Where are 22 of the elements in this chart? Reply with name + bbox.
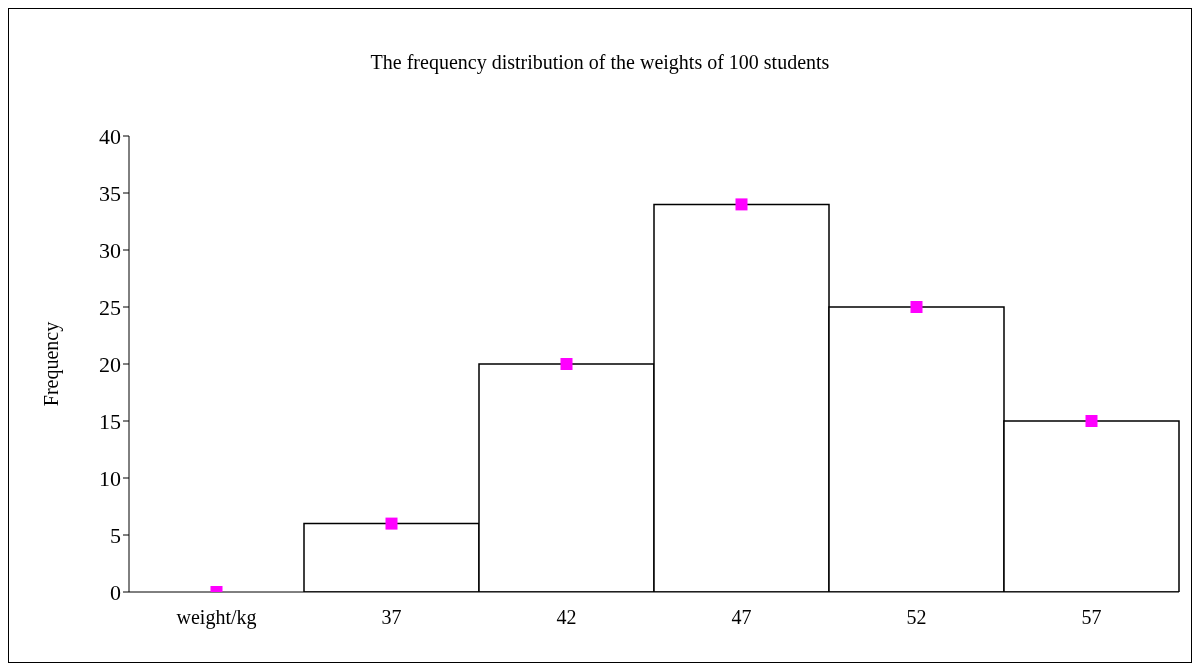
x-tick-label: 42 xyxy=(556,606,577,629)
y-tick-label: 5 xyxy=(110,522,121,548)
y-tick-label: 35 xyxy=(99,180,121,206)
y-axis-title: Frequency xyxy=(40,321,64,407)
point xyxy=(385,517,398,530)
y-tick-label: 15 xyxy=(99,408,121,434)
y-tick-label: 0 xyxy=(110,579,121,605)
y-tick-label: 25 xyxy=(99,294,121,320)
y-tick-label: 40 xyxy=(99,123,121,149)
y-tick-label: 10 xyxy=(99,465,121,491)
point xyxy=(1085,415,1098,427)
x-tick-label: 52 xyxy=(906,606,927,629)
point xyxy=(735,198,748,211)
y-tick-label: 20 xyxy=(99,351,121,377)
x-tick-label: 37 xyxy=(381,606,402,629)
y-tick-label: 30 xyxy=(99,237,121,263)
point xyxy=(560,358,573,370)
x-tick-label: weight/kg xyxy=(176,606,257,630)
point xyxy=(910,301,923,313)
chart-title: The frequency distribution of the weights of 100 students xyxy=(369,51,831,74)
x-tick-label: 57 xyxy=(1081,606,1102,629)
x-tick-label: 47 xyxy=(731,606,752,629)
